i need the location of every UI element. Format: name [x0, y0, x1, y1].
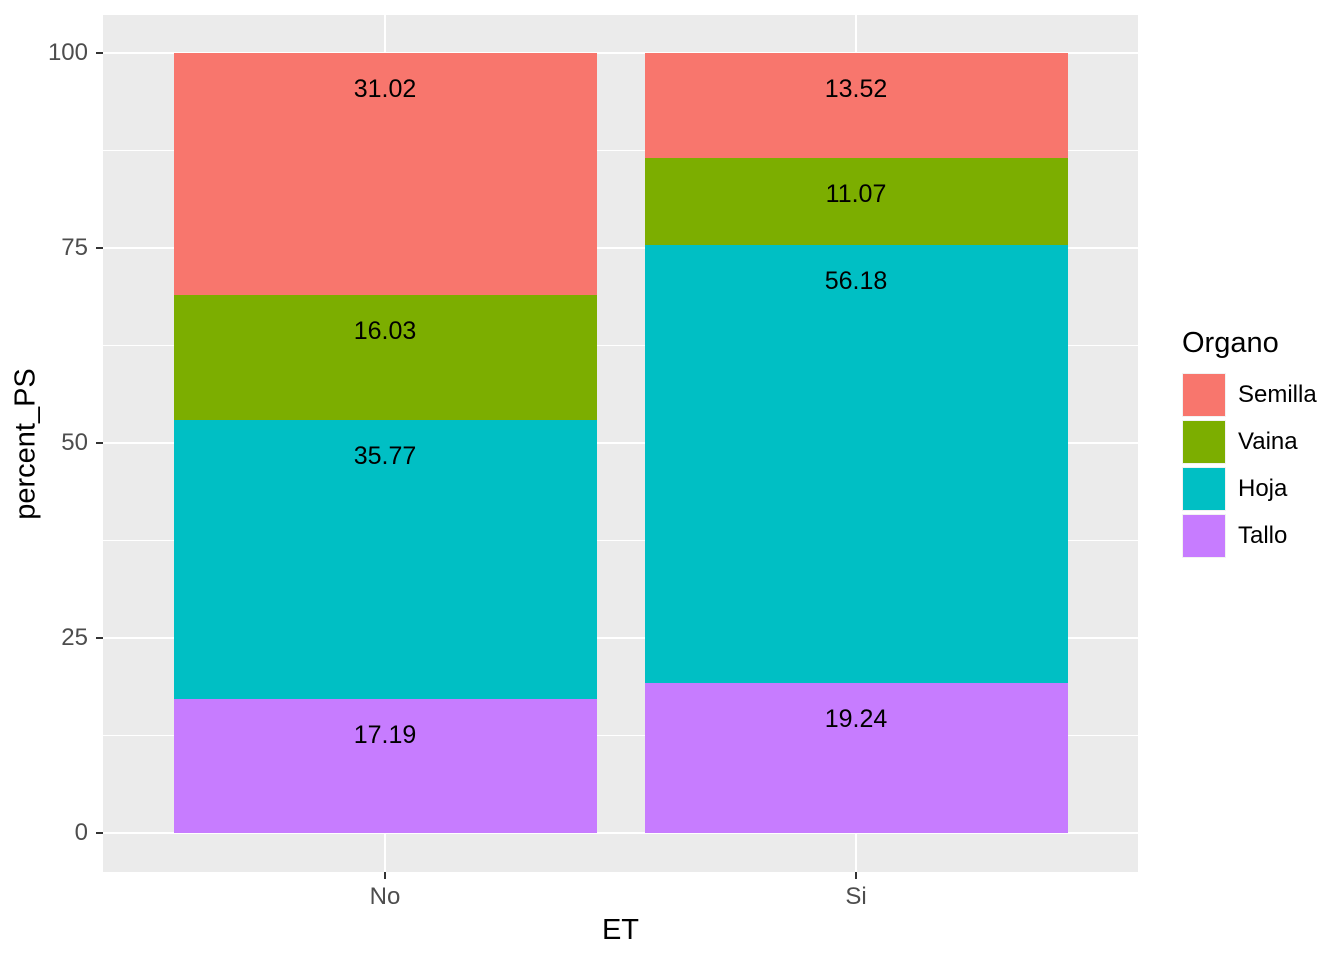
bar-segment-vaina-si: [644, 158, 1068, 245]
bar-value-label-semilla-si: 13.52: [824, 74, 888, 103]
legend-label-hoja: Hoja: [1238, 475, 1288, 502]
bar-value-label-semilla-no: 31.02: [353, 74, 417, 103]
legend: Organo Semilla Vaina Hoja Tallo: [1182, 328, 1342, 560]
legend-swatch-vaina: [1183, 421, 1225, 463]
gridline-minor-y: [103, 735, 1138, 736]
legend-item-tallo: Tallo: [1182, 514, 1342, 558]
legend-label-semilla: Semilla: [1238, 381, 1317, 408]
x-tick-label-si: Si: [845, 883, 867, 910]
legend-label-vaina: Vaina: [1238, 428, 1298, 455]
gridline-major-y: [103, 247, 1138, 249]
legend-key-hoja: [1182, 467, 1226, 511]
gridline-major-y: [103, 52, 1138, 54]
gridline-major-y: [103, 637, 1138, 639]
legend-key-vaina: [1182, 420, 1226, 464]
legend-items: Semilla Vaina Hoja Tallo: [1182, 373, 1342, 563]
bar-value-label-vaina-si: 11.07: [825, 180, 887, 209]
legend-item-hoja: Hoja: [1182, 467, 1342, 511]
bar-segment-hoja-no: [173, 419, 597, 699]
legend-item-semilla: Semilla: [1182, 373, 1342, 417]
y-tick-mark: [96, 442, 103, 444]
y-tick-mark: [96, 52, 103, 54]
legend-key-semilla: [1182, 373, 1226, 417]
bar-value-label-vaina-no: 16.03: [353, 316, 417, 345]
legend-swatch-semilla: [1183, 374, 1225, 416]
bar-segment-semilla-si: [644, 52, 1068, 159]
y-tick-label: 50: [61, 429, 88, 456]
bar-segment-tallo-si: [644, 682, 1068, 833]
gridline-minor-y: [103, 345, 1138, 346]
bar-value-label-tallo-si: 19.24: [824, 704, 888, 733]
y-tick-mark: [96, 247, 103, 249]
bar-segment-vaina-no: [173, 294, 597, 420]
bar-value-label-tallo-no: 17.19: [353, 720, 417, 749]
legend-key-tallo: [1182, 514, 1226, 558]
legend-title: Organo: [1182, 327, 1279, 359]
y-axis-title: percent_PS: [9, 367, 42, 520]
gridline-major-y: [103, 832, 1138, 834]
y-tick-mark: [96, 832, 103, 834]
gridline-major-y: [103, 442, 1138, 444]
y-tick-label: 100: [47, 39, 88, 66]
y-tick-label: 25: [61, 624, 88, 651]
gridline-minor-y: [103, 150, 1138, 151]
bar-segment-hoja-si: [644, 244, 1068, 683]
legend-swatch-tallo: [1183, 515, 1225, 557]
bar-segment-tallo-no: [173, 698, 597, 833]
legend-label-tallo: Tallo: [1238, 522, 1288, 549]
gridline-minor-y: [103, 540, 1138, 541]
legend-swatch-hoja: [1183, 468, 1225, 510]
bar-value-label-hoja-no: 35.77: [353, 441, 417, 470]
x-tick-label-no: No: [369, 883, 401, 910]
y-tick-label: 0: [74, 819, 88, 846]
legend-item-vaina: Vaina: [1182, 420, 1342, 464]
x-axis-title: ET: [601, 914, 640, 946]
bar-value-label-hoja-si: 56.18: [824, 266, 888, 295]
bar-segment-semilla-no: [173, 52, 597, 295]
x-tick-mark: [384, 872, 386, 879]
y-tick-label: 75: [61, 234, 88, 261]
y-tick-mark: [96, 637, 103, 639]
x-tick-mark: [855, 872, 857, 879]
